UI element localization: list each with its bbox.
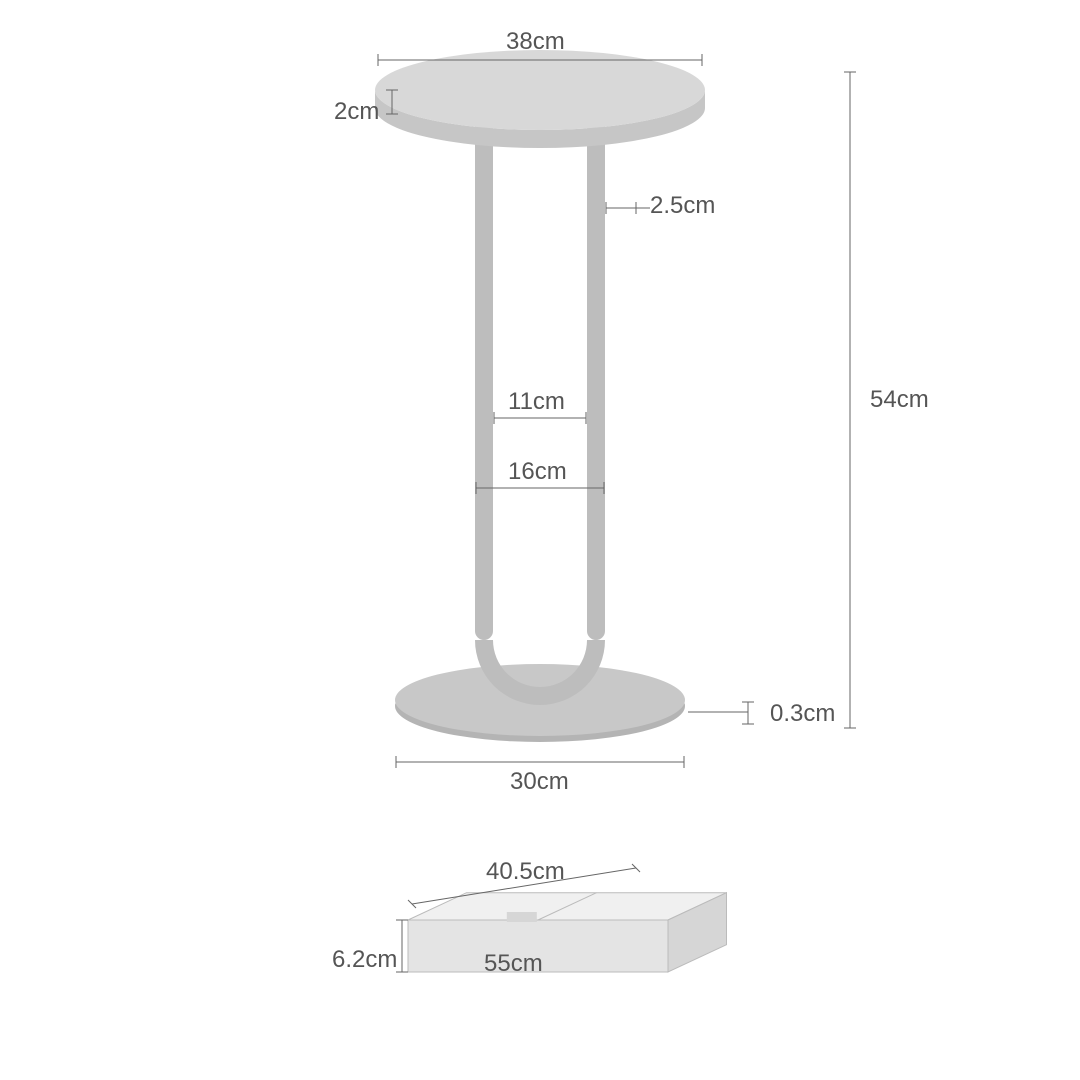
dim-base-diameter: 30cm [510, 768, 569, 796]
dim-top-diameter: 38cm [506, 28, 565, 56]
dim-box-width: 40.5cm [486, 858, 565, 886]
dim-total-height: 54cm [870, 386, 929, 414]
dim-base-thickness: 0.3cm [770, 700, 835, 728]
dim-box-height: 6.2cm [332, 946, 397, 974]
dim-inner-gap: 11cm [508, 388, 565, 416]
dimension-diagram [0, 0, 1080, 1080]
dim-top-thickness: 2cm [334, 98, 379, 126]
dim-box-depth: 55cm [484, 950, 543, 978]
dim-outer-gap: 16cm [508, 458, 567, 486]
dim-leg-diameter: 2.5cm [650, 192, 715, 220]
